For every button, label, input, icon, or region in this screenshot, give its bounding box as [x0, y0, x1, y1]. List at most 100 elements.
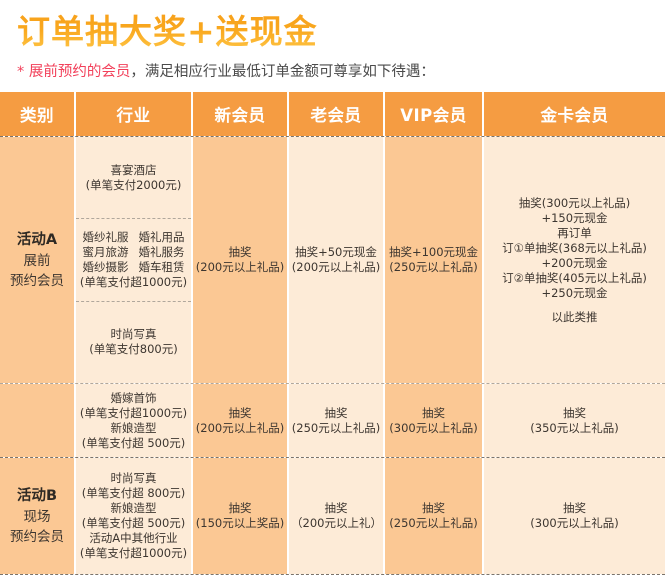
column-header-new-member: 新会员 — [193, 92, 289, 136]
new-member-line: (200元以上礼品) — [195, 260, 285, 274]
table-row: 婚嫁首饰 (单笔支付超1000元) 新娘造型 (单笔支付超 500元) 抽奖 (200元以… — [0, 384, 665, 458]
vip-member-line: 抽奖+100元现金 — [388, 245, 479, 259]
gold-member-line: +200元现金 — [541, 255, 608, 270]
vip-member-line: (250元以上礼品) — [389, 260, 478, 274]
industry-item: 蜜月旅游 — [82, 244, 129, 259]
industry-block: 时尚写真 (单笔支付800元) — [76, 302, 191, 383]
industry-stack: 时尚写真 (单笔支付超 800元) 新娘造型 (单笔支付超 500元) 活动A中其他行业… — [76, 458, 191, 574]
cell-category: 活动B 现场预约会员 — [0, 458, 76, 574]
old-member-line: （200元以上礼） — [291, 516, 382, 530]
new-member-line: (150元以上奖品) — [195, 516, 285, 530]
gold-member-line: 以此类推 — [551, 309, 598, 324]
category-subtitle-line2: 预约会员 — [10, 528, 64, 545]
industry-line: (单笔支付2000元) — [85, 177, 182, 192]
industry-block: 喜宴酒店 (单笔支付2000元) — [76, 137, 191, 220]
column-header-old-member: 老会员 — [289, 92, 385, 136]
gold-member-line: 订②单抽奖(405元以上礼品) — [502, 270, 647, 285]
table-row: 活动B 现场 预约会员 时尚写真 (单笔支付超 800元) 新娘造型 (单笔支付超 500元… — [0, 458, 665, 575]
cell-new-member: 抽奖 (150元以上奖品) — [193, 458, 289, 574]
industry-line: (单笔支付800元) — [89, 342, 178, 357]
cell-industry: 时尚写真 (单笔支付超 800元) 新娘造型 (单笔支付超 500元) 活动A中其他行业… — [76, 458, 193, 574]
industry-stack: 喜宴酒店 (单笔支付2000元) 婚纱礼服 婚礼用品 蜜月旅游 婚礼服务 婚纱摄影 婚车租赁(… — [76, 137, 191, 383]
industry-item: 婚车租赁 — [138, 259, 185, 274]
category-name: 活动A — [16, 231, 58, 248]
old-member-line: 抽奖 — [324, 405, 348, 420]
column-header-gold-member: 金卡会员 — [484, 92, 665, 136]
industry-line: (单笔支付超 500元) — [81, 435, 186, 450]
cell-gold-member: 抽奖 (350元以上礼品) — [484, 384, 665, 457]
column-header-vip-member: VIP会员 — [385, 92, 484, 136]
industry-line: 新娘造型 — [110, 501, 157, 515]
table-body: 活动A 展前 预约会员 喜宴酒店 (单笔支付2000元) 婚纱礼服 婚礼用品 蜜月旅游 婚礼服务… — [0, 136, 665, 575]
industry-stack: 婚嫁首饰 (单笔支付超1000元) 新娘造型 (单笔支付超 500元) — [76, 384, 191, 457]
promo-table-page: 订单抽大奖+送现金 * 展前预约的会员，满足相应行业最低订单金额可尊享如下待遇：… — [0, 10, 665, 575]
old-member-line: (250元以上礼品) — [291, 420, 381, 435]
gold-member-line: +250元现金 — [541, 285, 608, 300]
subtitle-asterisk: * — [17, 64, 25, 80]
old-member-line: 抽奖 — [324, 501, 348, 515]
new-member-line: 抽奖 — [228, 245, 252, 259]
vip-member-line: 抽奖 — [422, 501, 445, 515]
industry-pair: 婚纱摄影 婚车租赁 — [83, 260, 185, 275]
subtitle-highlight: 展前预约的会员 — [28, 64, 131, 80]
industry-item: 婚礼服务 — [138, 244, 185, 259]
vip-member-line: (300元以上礼品) — [389, 420, 478, 435]
gold-member-line: (350元以上礼品) — [530, 420, 619, 435]
industry-item: 婚纱礼服 — [82, 229, 129, 244]
cell-new-member: 抽奖 (200元以上礼品) — [193, 384, 289, 457]
column-header-industry: 行业 — [76, 92, 193, 136]
new-member-line: 抽奖 — [228, 405, 252, 420]
gold-member-line: 订①单抽奖(368元以上礼品) — [502, 240, 647, 255]
industry-item: 婚礼用品 — [138, 229, 185, 244]
page-title: 订单抽大奖+送现金 — [17, 10, 318, 54]
subtitle-rest: ，满足相应行业最低订单金额可尊享如下待遇： — [130, 64, 435, 80]
category-name: 活动B — [16, 487, 58, 504]
promo-table: 类别 行业 新会员 老会员 VIP会员 金卡会员 活动A 展前 预约会员 喜宴酒店 (单… — [0, 92, 665, 575]
gold-member-line: 抽奖 — [563, 501, 586, 515]
vip-member-line: 抽奖 — [422, 405, 445, 420]
category-subtitle-line2: 预约会员 — [10, 272, 64, 289]
industry-line: (单笔支付超1000元) — [79, 274, 188, 289]
category-subtitle-line1: 现场 — [23, 508, 51, 525]
page-subtitle: * 展前预约的会员，满足相应行业最低订单金额可尊享如下待遇： — [17, 62, 435, 82]
industry-line: 时尚写真 — [110, 327, 157, 342]
gold-member-line: 再订单 — [557, 225, 592, 240]
industry-line: 时尚写真 — [110, 471, 157, 485]
industry-line: 喜宴酒店 — [110, 162, 157, 177]
industry-pair: 蜜月旅游 婚礼服务 — [83, 245, 185, 260]
cell-vip-member: 抽奖 (250元以上礼品) — [385, 458, 484, 574]
table-row: 活动A 展前 预约会员 喜宴酒店 (单笔支付2000元) 婚纱礼服 婚礼用品 蜜月旅游 婚礼服务… — [0, 136, 665, 384]
old-member-line: (200元以上礼品) — [291, 260, 381, 274]
cell-old-member: 抽奖+50元现金 (200元以上礼品) — [289, 137, 385, 383]
industry-line: (单笔支付超1000元) — [79, 405, 188, 420]
cell-old-member: 抽奖 (250元以上礼品) — [289, 384, 385, 457]
industry-pair: 婚纱礼服 婚礼用品 — [83, 230, 185, 245]
vip-member-line: (250元以上礼品) — [389, 516, 478, 530]
old-member-line: 抽奖+50元现金 — [295, 245, 377, 259]
cell-category — [0, 384, 76, 457]
column-header-category: 类别 — [0, 92, 76, 136]
new-member-line: (200元以上礼品) — [195, 420, 285, 435]
cell-vip-member: 抽奖+100元现金 (250元以上礼品) — [385, 137, 484, 383]
gold-member-line: 抽奖 — [563, 405, 586, 420]
industry-item: 婚纱摄影 — [82, 259, 129, 274]
industry-line: 活动A中其他行业 — [89, 531, 178, 545]
industry-line: (单笔支付超 800元) — [81, 486, 186, 500]
cell-gold-member: 抽奖(300元以上礼品) +150元现金 再订单 订①单抽奖(368元以上礼品) +20… — [484, 137, 665, 383]
industry-line: 婚嫁首饰 — [110, 390, 157, 405]
gold-member-line: +150元现金 — [541, 210, 608, 225]
cell-vip-member: 抽奖 (300元以上礼品) — [385, 384, 484, 457]
category-subtitle-line1: 展前 — [23, 252, 51, 269]
table-header-row: 类别 行业 新会员 老会员 VIP会员 金卡会员 — [0, 92, 665, 136]
gold-member-line: 抽奖(300元以上礼品) — [518, 195, 631, 210]
industry-block: 婚纱礼服 婚礼用品 蜜月旅游 婚礼服务 婚纱摄影 婚车租赁 (单笔支付超1000元) — [76, 219, 191, 302]
industry-line: (单笔支付超 500元) — [81, 516, 186, 530]
cell-old-member: 抽奖 （200元以上礼） — [289, 458, 385, 574]
cell-new-member: 抽奖 (200元以上礼品) — [193, 137, 289, 383]
industry-block: 时尚写真 (单笔支付超 800元) 新娘造型 (单笔支付超 500元) 活动A中其他行业… — [76, 458, 191, 574]
new-member-line: 抽奖 — [228, 501, 252, 515]
industry-line: (单笔支付超1000元) — [79, 546, 188, 560]
gold-member-line: (300元以上礼品) — [530, 516, 619, 530]
cell-industry: 喜宴酒店 (单笔支付2000元) 婚纱礼服 婚礼用品 蜜月旅游 婚礼服务 婚纱摄影 婚车租赁(… — [76, 137, 193, 383]
industry-block: 婚嫁首饰 (单笔支付超1000元) 新娘造型 (单笔支付超 500元) — [76, 384, 191, 457]
